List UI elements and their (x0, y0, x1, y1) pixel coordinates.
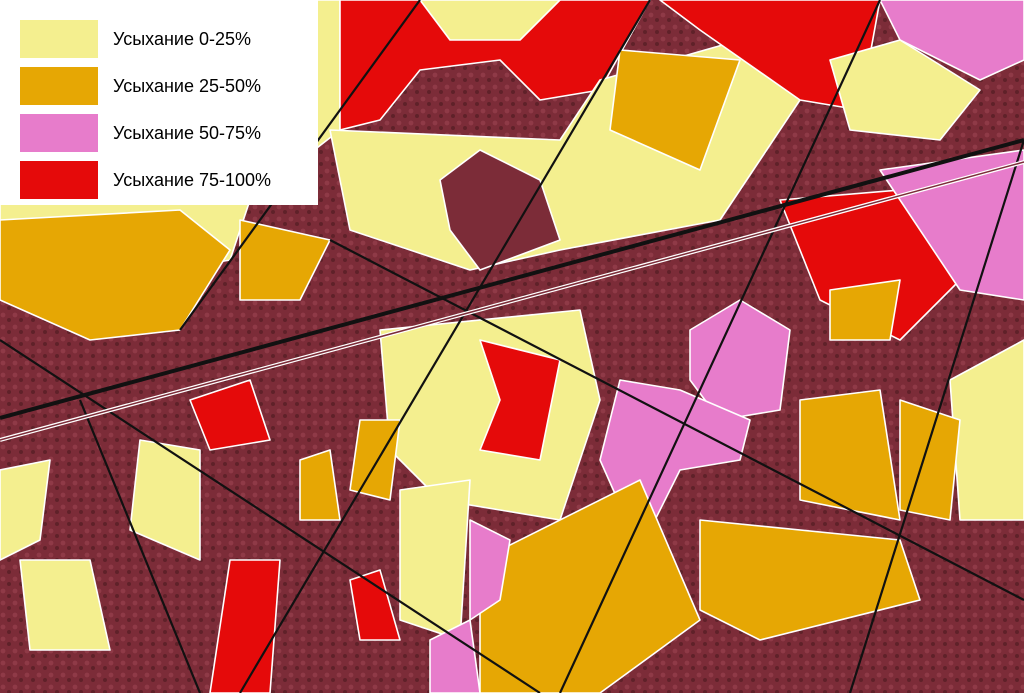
plot (479, 339, 561, 461)
railroad (0, 138, 1024, 420)
plot (349, 569, 401, 641)
boundary-line (848, 139, 1024, 693)
plot (479, 479, 701, 693)
road-center (0, 161, 1024, 441)
plot (779, 189, 961, 341)
plot (349, 419, 401, 501)
plot (469, 519, 511, 621)
legend-swatch (20, 114, 98, 152)
legend-swatch (20, 67, 98, 105)
plot (299, 449, 341, 521)
plot (829, 39, 981, 141)
plot (419, 0, 561, 41)
legend-swatch (20, 20, 98, 58)
plot (879, 0, 1024, 81)
boundary-line (239, 0, 651, 693)
plot (19, 559, 111, 651)
plot (829, 279, 901, 341)
plot (879, 149, 1024, 301)
plot (239, 219, 331, 301)
plot (949, 339, 1024, 521)
plot (609, 49, 741, 171)
plot (699, 519, 921, 641)
plot (659, 0, 881, 111)
legend: Усыхание 0-25% Усыхание 25-50% Усыхание 50… (0, 0, 318, 205)
legend-swatch (20, 161, 98, 199)
boundary-line (329, 239, 1024, 601)
plot (189, 379, 271, 451)
plot (399, 479, 471, 641)
plot (439, 149, 561, 271)
plot (689, 299, 791, 421)
boundary-line (559, 0, 881, 693)
legend-label: Усыхание 75-100% (113, 170, 271, 190)
legend-label: Усыхание 50-75% (113, 123, 261, 143)
plot (129, 439, 201, 561)
plot (429, 619, 481, 693)
legend-label: Усыхание 0-25% (113, 29, 251, 49)
plot (209, 559, 281, 693)
plot (799, 389, 901, 521)
legend-label: Усыхание 25-50% (113, 76, 261, 96)
boundary-line (78, 399, 202, 693)
boundary-line (0, 339, 541, 693)
plot (0, 459, 51, 561)
